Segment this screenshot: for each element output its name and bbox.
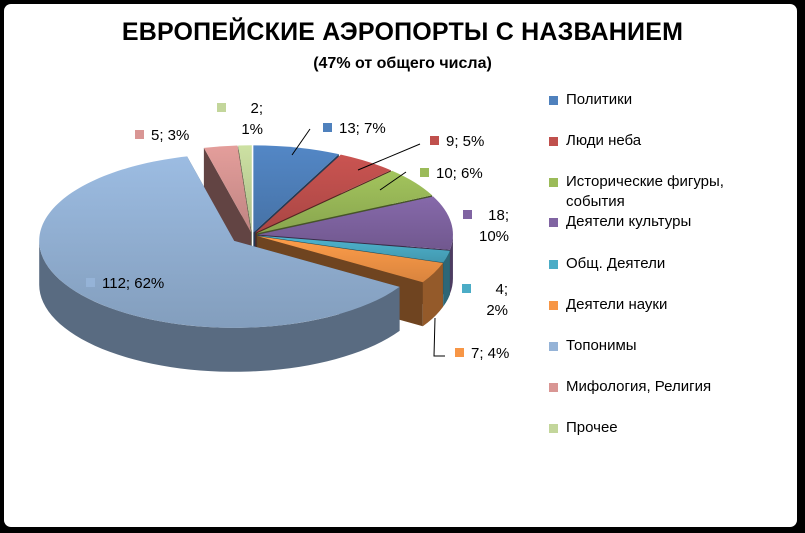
chart-subtitle: (47% от общего числа)	[313, 55, 492, 72]
data-label-3: 18; 10%	[463, 205, 509, 247]
data-label-7: 5; 3%	[135, 125, 189, 146]
data-label-0: 13; 7%	[323, 118, 386, 139]
data-label-swatch-6	[86, 278, 95, 287]
legend-swatch-1	[549, 137, 558, 146]
legend-swatch-4	[549, 260, 558, 269]
pie-slice-3	[257, 196, 453, 250]
legend-label-0: Политики	[566, 91, 633, 108]
leader-line-3	[433, 317, 445, 357]
pie-slice-4	[257, 235, 450, 263]
legend-label-7: Мифология, Религия	[566, 378, 712, 395]
pie-slice-wall-5	[422, 263, 443, 327]
data-label-1: 9; 5%	[430, 131, 484, 152]
pie-slice-1	[255, 154, 391, 233]
legend-label-6: Топонимы	[566, 337, 637, 354]
data-label-text-5: 7; 4%	[471, 345, 510, 362]
pie-slice-wall-3	[449, 234, 453, 294]
chart-title: ЕВРОПЕЙСКИЕ АЭРОПОРТЫ С НАЗВАНИЕМ	[121, 18, 684, 46]
data-label-text-1: 9; 5%	[446, 133, 485, 150]
legend-label-1: Люди неба	[566, 132, 642, 149]
data-label-swatch-0	[323, 123, 332, 132]
legend-swatch-2	[549, 178, 558, 187]
legend-label-2: Исторические фигуры, события	[566, 173, 724, 210]
legend-swatch-0	[549, 96, 558, 105]
data-label-swatch-8	[217, 103, 226, 112]
data-label-text-8: 2; 1%	[241, 100, 263, 138]
data-label-text-3: 18; 10%	[479, 207, 510, 245]
data-label-text-6: 112; 62%	[102, 275, 165, 292]
pie-slice-wall-6	[39, 240, 400, 372]
data-label-2: 10; 6%	[420, 163, 483, 184]
legend-label-3: Деятели культуры	[566, 213, 692, 230]
legend-label-8: Прочее	[566, 419, 618, 436]
legend-label-4: Общ. Деятели	[566, 255, 666, 272]
data-label-swatch-1	[430, 136, 439, 145]
data-label-swatch-7	[135, 130, 144, 139]
leader-line-1	[357, 143, 421, 171]
data-label-swatch-3	[463, 210, 472, 219]
legend-swatch-6	[549, 342, 558, 351]
legend-swatch-5	[549, 301, 558, 310]
legend-swatch-7	[549, 383, 558, 392]
pie-slice-wall-4	[443, 250, 450, 307]
legend-swatch-3	[549, 218, 558, 227]
data-label-swatch-4	[462, 284, 471, 293]
data-label-text-2: 10; 6%	[436, 165, 483, 182]
data-label-6: 112; 62%	[86, 273, 164, 294]
data-label-5: 7; 4%	[455, 343, 509, 364]
data-label-4: 4; 2%	[462, 279, 508, 321]
pie-slice-2	[256, 170, 433, 234]
data-label-text-0: 13; 7%	[339, 120, 386, 137]
pie-slice-0	[253, 145, 339, 233]
data-label-8: 2; 1%	[217, 98, 263, 140]
pie-slice-6	[39, 156, 400, 328]
pie-slice-7	[203, 145, 252, 233]
legend-label-5: Деятели науки	[566, 296, 668, 313]
pie-slice-5	[257, 236, 443, 283]
data-label-swatch-2	[420, 168, 429, 177]
legend-swatch-8	[549, 424, 558, 433]
leader-line-2	[379, 171, 407, 191]
data-label-swatch-5	[455, 348, 464, 357]
leader-line-0	[291, 128, 311, 156]
pie-slice-8	[238, 145, 252, 233]
data-label-text-7: 5; 3%	[151, 127, 190, 144]
data-label-text-4: 4; 2%	[486, 281, 508, 319]
